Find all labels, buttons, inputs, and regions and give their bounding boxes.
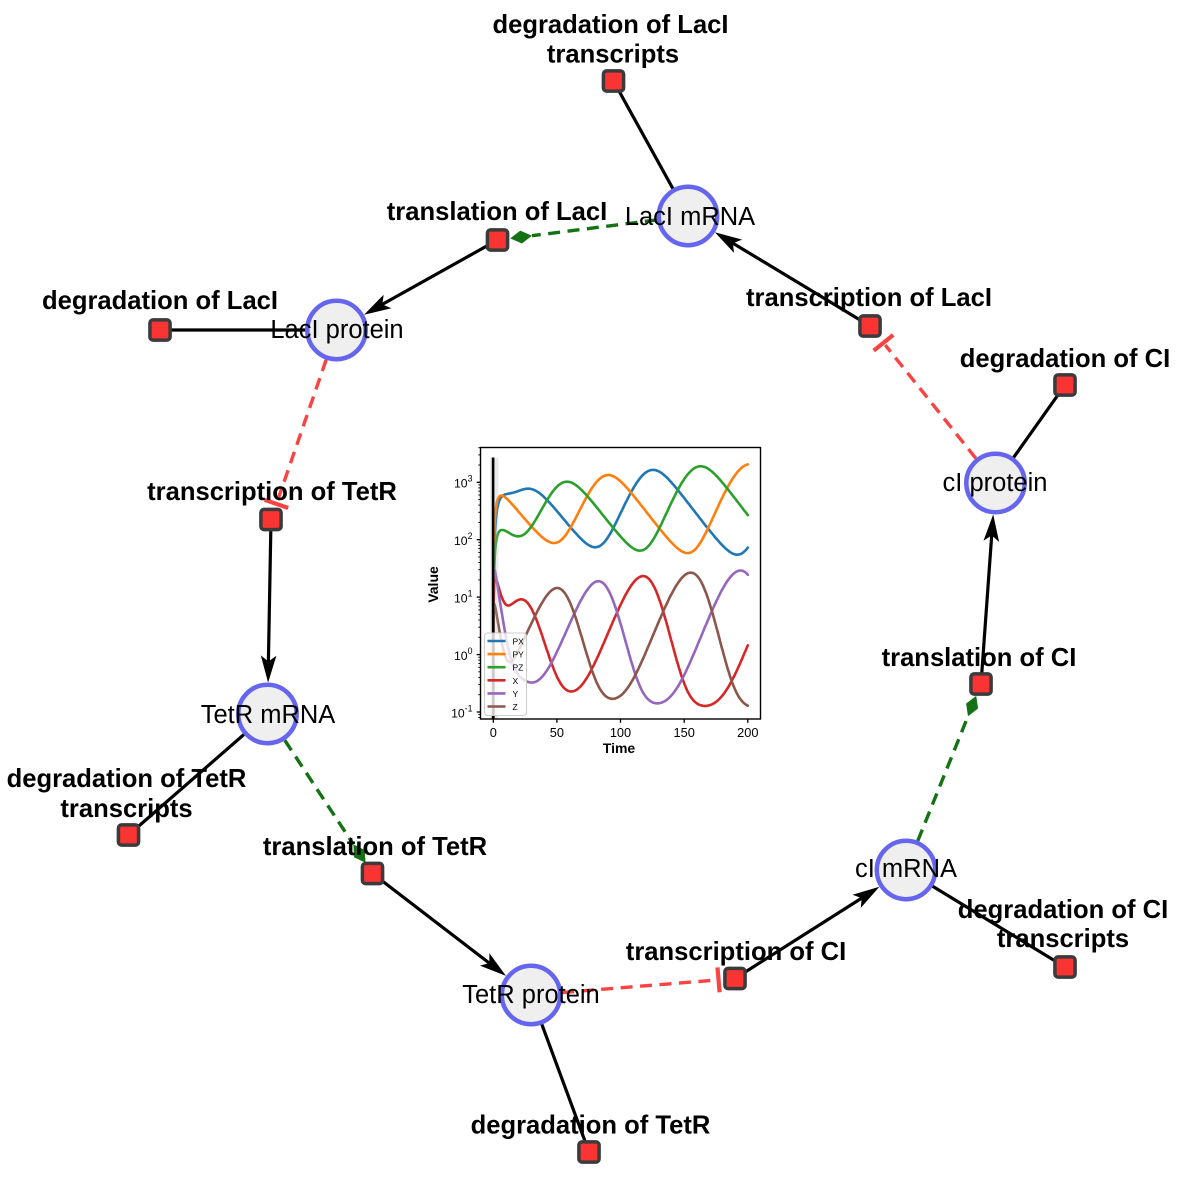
svg-text:10-1: 10-1 [451, 703, 472, 720]
svg-text:degradation of TetR: degradation of TetR [7, 765, 247, 793]
svg-text:degradation of LacI: degradation of LacI [42, 287, 278, 315]
svg-text:0: 0 [490, 725, 497, 740]
svg-text:100: 100 [610, 725, 631, 740]
svg-text:TetR protein: TetR protein [462, 981, 600, 1009]
svg-text:150: 150 [674, 725, 695, 740]
svg-text:translation of LacI: translation of LacI [387, 198, 607, 226]
svg-text:PY: PY [513, 650, 525, 660]
svg-text:Value: Value [425, 566, 441, 603]
svg-text:degradation of CI: degradation of CI [960, 345, 1170, 373]
svg-text:Y: Y [513, 689, 519, 699]
svg-text:transcripts: transcripts [60, 795, 192, 823]
svg-text:Time: Time [603, 740, 636, 756]
svg-text:200: 200 [737, 725, 758, 740]
svg-text:transcription of CI: transcription of CI [626, 938, 846, 966]
svg-text:Z: Z [513, 702, 518, 712]
svg-text:100: 100 [454, 646, 473, 663]
svg-text:X: X [513, 676, 519, 686]
svg-text:50: 50 [550, 725, 564, 740]
svg-text:transcription of LacI: transcription of LacI [746, 284, 992, 312]
svg-text:transcription of TetR: transcription of TetR [147, 478, 397, 506]
svg-text:TetR mRNA: TetR mRNA [201, 701, 336, 729]
svg-text:degradation of TetR: degradation of TetR [471, 1112, 711, 1140]
svg-text:PZ: PZ [513, 663, 524, 673]
svg-text:cI protein: cI protein [943, 469, 1048, 497]
svg-text:102: 102 [454, 531, 473, 548]
svg-text:LacI protein: LacI protein [270, 316, 403, 344]
svg-text:LacI mRNA: LacI mRNA [625, 203, 755, 231]
svg-text:transcripts: transcripts [997, 925, 1129, 953]
svg-text:PX: PX [513, 637, 525, 647]
svg-text:degradation of CI: degradation of CI [958, 896, 1168, 924]
svg-text:cI mRNA: cI mRNA [855, 855, 957, 883]
svg-text:translation of TetR: translation of TetR [263, 833, 487, 861]
svg-text:101: 101 [454, 588, 473, 605]
svg-text:translation of CI: translation of CI [882, 644, 1077, 672]
svg-text:degradation of LacI: degradation of LacI [492, 11, 728, 39]
svg-text:103: 103 [454, 474, 473, 491]
svg-text:transcripts: transcripts [547, 41, 679, 69]
